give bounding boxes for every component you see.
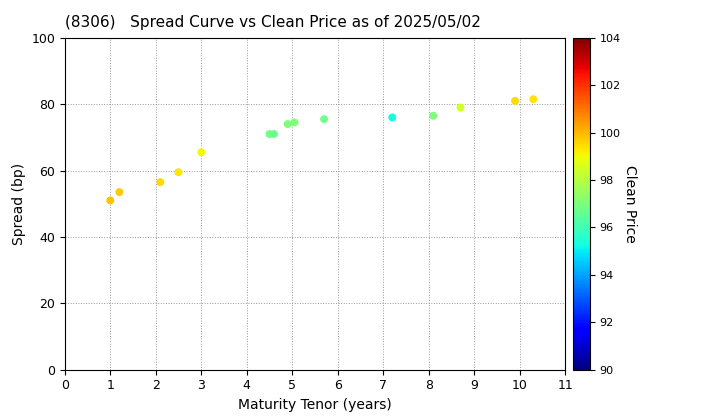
Point: [104, 197, 116, 204]
Point: [387, 114, 398, 121]
Point: [269, 131, 280, 137]
Point: [289, 119, 300, 126]
Point: [428, 113, 439, 119]
Point: [155, 179, 166, 186]
Point: [509, 97, 521, 104]
Y-axis label: Spread (bp): Spread (bp): [12, 163, 26, 245]
Point: [528, 96, 539, 102]
Text: (8306)   Spread Curve vs Clean Price as of 2025/05/02: (8306) Spread Curve vs Clean Price as of…: [65, 15, 481, 30]
Point: [282, 121, 294, 127]
Point: [455, 104, 467, 111]
X-axis label: Maturity Tenor (years): Maturity Tenor (years): [238, 398, 392, 412]
Point: [173, 169, 184, 176]
Point: [318, 116, 330, 123]
Point: [264, 131, 275, 137]
Point: [114, 189, 125, 195]
Y-axis label: Clean Price: Clean Price: [624, 165, 637, 243]
Point: [196, 149, 207, 156]
